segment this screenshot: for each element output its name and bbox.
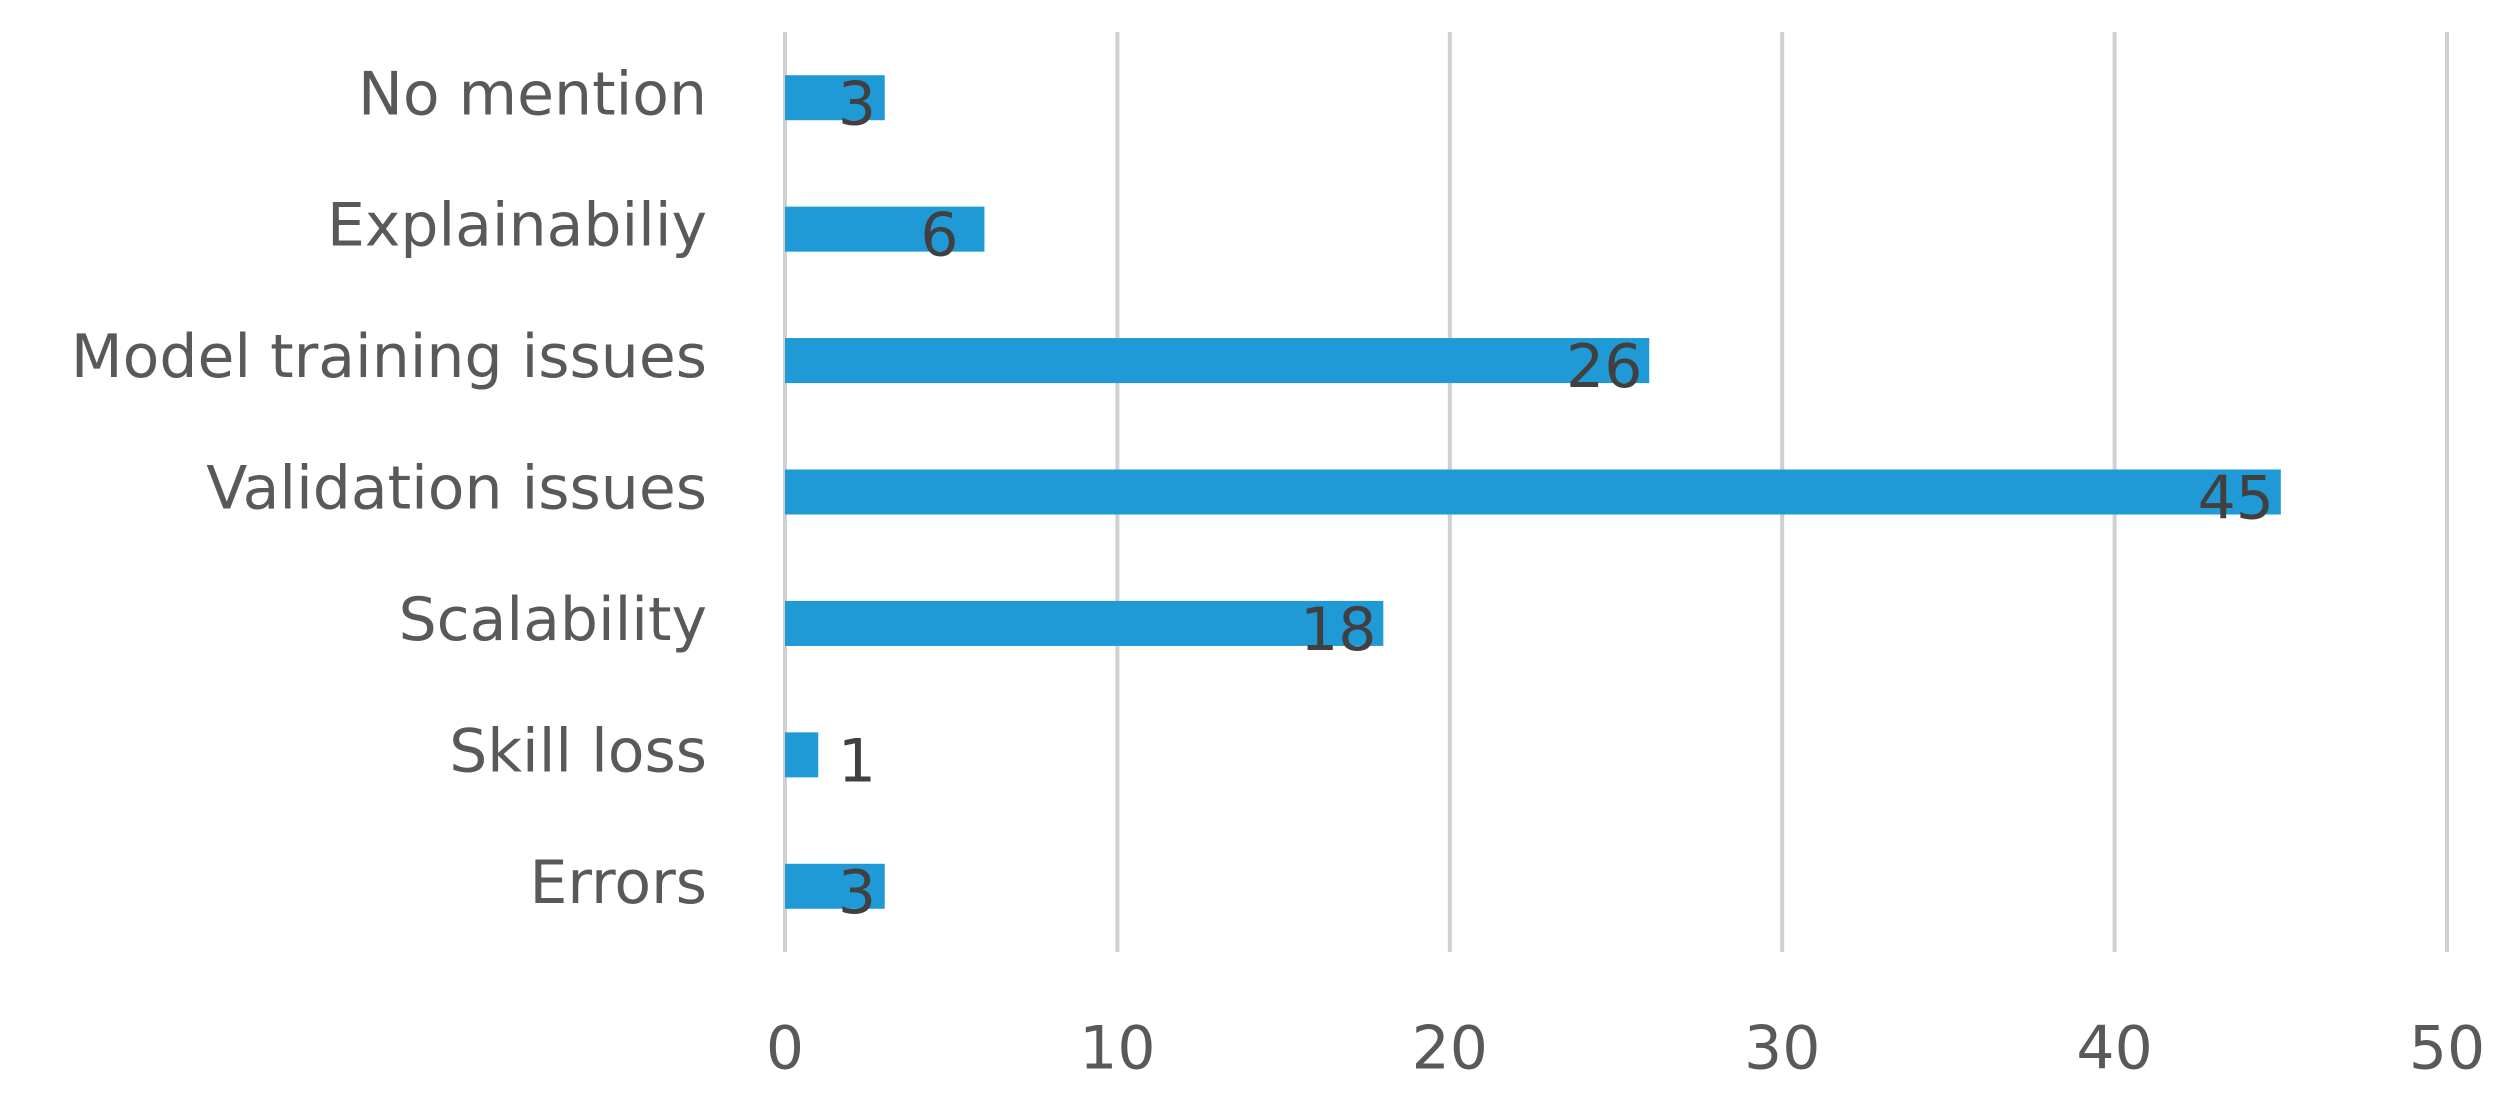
y-tick-label: No mention [358, 59, 707, 129]
bar [785, 863, 885, 909]
bar [785, 600, 1384, 646]
y-tick-label: Explainabiliy [327, 191, 707, 261]
bar [785, 75, 885, 121]
data-label: 1 [838, 726, 876, 796]
bar [785, 469, 2281, 515]
x-tick-label: 30 [1744, 1014, 1820, 1084]
bar [785, 338, 1650, 384]
y-tick-label: Errors [529, 848, 707, 918]
x-tick-label: 40 [2076, 1014, 2152, 1084]
x-tick-label: 0 [766, 1014, 804, 1084]
x-tick-label: 10 [1079, 1014, 1155, 1084]
x-tick-label: 20 [1412, 1014, 1488, 1084]
bar [785, 206, 985, 252]
x-tick-label: 50 [2409, 1014, 2485, 1084]
data-label: 3 [838, 858, 876, 928]
data-label: 6 [920, 201, 958, 271]
data-label: 45 [2198, 464, 2274, 534]
y-tick-label: Scalability [399, 585, 707, 655]
data-label: 3 [838, 69, 876, 139]
y-tick-label: Model training issues [71, 322, 707, 392]
bar [785, 732, 819, 778]
y-tick-label: Validation issues [206, 454, 707, 524]
data-label: 26 [1566, 332, 1642, 402]
y-tick-label: Skill loss [449, 716, 707, 786]
data-label: 18 [1300, 595, 1376, 665]
